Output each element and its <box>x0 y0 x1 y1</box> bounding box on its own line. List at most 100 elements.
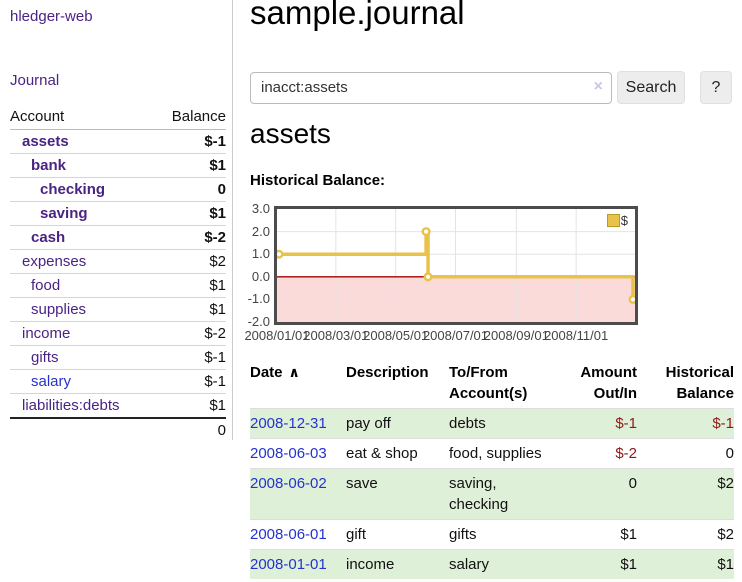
account-column-header: Account <box>10 106 155 130</box>
y-axis-tick-label: 0.0 <box>251 268 270 284</box>
transaction-date-link[interactable]: 2008-12-31 <box>250 415 327 432</box>
account-row: income $-2 <box>10 321 226 346</box>
transaction-description: pay off <box>346 408 449 439</box>
search-button[interactable]: Search <box>617 71 685 104</box>
account-link[interactable]: checking <box>40 181 106 198</box>
account-balance: $1 <box>154 273 226 298</box>
account-balance: $-1 <box>154 369 226 394</box>
transaction-description: income <box>346 549 449 579</box>
transaction-row: 2008-06-03 eat & shop food, supplies $-2 0 <box>250 438 734 469</box>
transaction-row: 2008-06-02 save saving, checking 0 $2 <box>250 468 734 520</box>
account-balance: $-2 <box>154 321 226 346</box>
register-column-header[interactable]: Date ∧ <box>250 360 346 409</box>
search-form: × Search ? <box>250 71 732 104</box>
column-label: Description <box>346 364 429 381</box>
y-axis-tick-label: -2.0 <box>247 314 270 329</box>
register-column-header: To/From Account(s) <box>449 360 549 409</box>
legend-swatch-icon <box>606 214 620 227</box>
x-axis-tick-label: 2008/05/01 <box>363 328 429 343</box>
transaction-accounts: food, supplies <box>449 438 549 469</box>
transaction-date-link[interactable]: 2008-06-02 <box>250 475 327 492</box>
y-axis-tick-label: 1.0 <box>251 246 270 262</box>
sort-ascending-icon: ∧ <box>288 364 300 380</box>
transaction-description: save <box>346 468 449 520</box>
account-row: supplies $1 <box>10 297 226 322</box>
account-link[interactable]: income <box>22 325 71 342</box>
transaction-balance: 0 <box>637 438 734 469</box>
transaction-amount: 0 <box>549 468 637 520</box>
account-balance: $1 <box>154 153 226 178</box>
transaction-row: 2008-01-01 income salary $1 $1 <box>250 549 734 579</box>
account-balance: 0 <box>154 177 226 202</box>
account-link[interactable]: salary <box>31 373 72 390</box>
account-balance: $-1 <box>154 345 226 370</box>
legend-label: $ <box>620 213 628 228</box>
sidebar: hledger-web Journal Account Balance asse… <box>0 0 233 442</box>
x-axis-tick-label: 2008/03/01 <box>303 328 369 343</box>
clear-search-icon[interactable]: × <box>593 77 603 95</box>
chart-title: Historical Balance: <box>250 172 386 189</box>
account-link[interactable]: saving <box>40 205 88 222</box>
account-link[interactable]: bank <box>31 157 67 174</box>
data-point-markers <box>277 227 635 304</box>
transaction-accounts: debts <box>449 408 549 439</box>
sidebar-item-journal[interactable]: Journal <box>10 72 60 89</box>
account-link[interactable]: supplies <box>31 301 87 318</box>
transaction-date-link[interactable]: 2008-01-01 <box>250 556 327 573</box>
column-label: Historical <box>665 364 734 381</box>
y-axis-tick-label: -1.0 <box>247 291 270 307</box>
transaction-row: 2008-06-01 gift gifts $1 $2 <box>250 519 734 550</box>
column-label: Date <box>250 364 283 381</box>
main-content: sample.journal × Search ? assets Histori… <box>244 0 742 582</box>
register-column-header: Historical Balance <box>637 360 734 409</box>
register-table: Date ∧ Description To/From Account(s) Amount O… <box>250 360 734 579</box>
account-balance: $1 <box>154 201 226 226</box>
account-row: salary $-1 <box>10 369 226 394</box>
app-brand-link[interactable]: hledger-web <box>10 8 93 25</box>
balance-column-header: Balance <box>154 106 226 130</box>
account-balance: $2 <box>154 249 226 274</box>
transaction-amount: $-1 <box>549 408 637 439</box>
historical-balance-chart: 3.0 2.0 1.0 0.0 -1.0 -2.0 $ 2008/01/01 2008/03… <box>236 0 742 350</box>
account-row: assets $-1 <box>10 130 226 154</box>
y-axis-tick-label: 3.0 <box>251 201 270 216</box>
account-row: expenses $2 <box>10 249 226 274</box>
register-table-header: Date ∧ Description To/From Account(s) Amount O… <box>250 360 734 409</box>
search-input[interactable] <box>250 71 612 104</box>
account-link[interactable]: food <box>31 277 61 294</box>
column-label-line2: Balance <box>676 385 734 402</box>
register-column-header: Description <box>346 360 449 409</box>
transaction-description: eat & shop <box>346 438 449 469</box>
transaction-balance: $2 <box>637 519 734 550</box>
help-button[interactable]: ? <box>700 71 732 104</box>
chart-legend: $ <box>606 213 628 228</box>
chart-plot-area[interactable]: $ <box>274 206 638 325</box>
column-label-line2: Account(s) <box>449 385 528 402</box>
transaction-date-link[interactable]: 2008-06-01 <box>250 526 327 543</box>
x-axis-tick-label: 2008/09/01 <box>483 328 549 343</box>
transaction-balance: $2 <box>637 468 734 520</box>
account-balance: $-1 <box>204 133 226 150</box>
account-link[interactable]: gifts <box>31 349 59 366</box>
transaction-accounts: gifts <box>449 519 549 550</box>
total-balance: 0 <box>154 417 226 442</box>
x-axis-tick-label: 2008/11/01 <box>544 328 609 343</box>
account-row: cash $-2 <box>10 225 226 250</box>
transaction-description: gift <box>346 519 449 550</box>
account-row: checking 0 <box>10 177 226 202</box>
transaction-amount: $1 <box>549 519 637 550</box>
account-link[interactable]: cash <box>31 229 66 246</box>
account-link[interactable]: expenses <box>22 253 87 270</box>
account-row: food $1 <box>10 273 226 298</box>
column-label: To/From <box>449 364 508 381</box>
transaction-balance: $1 <box>637 549 734 579</box>
account-row: saving $1 <box>10 201 226 226</box>
page-title: sample.journal <box>250 0 465 31</box>
accounts-table: Account Balance assets $-1 bank $1 checking 0… <box>10 106 226 442</box>
account-link[interactable]: liabilities:debts <box>22 397 120 414</box>
transaction-amount: $-2 <box>549 438 637 469</box>
account-link[interactable]: assets <box>22 133 69 150</box>
transaction-balance: $-1 <box>637 408 734 439</box>
transaction-date-link[interactable]: 2008-06-03 <box>250 445 327 462</box>
y-axis-tick-label: 2.0 <box>251 223 270 239</box>
